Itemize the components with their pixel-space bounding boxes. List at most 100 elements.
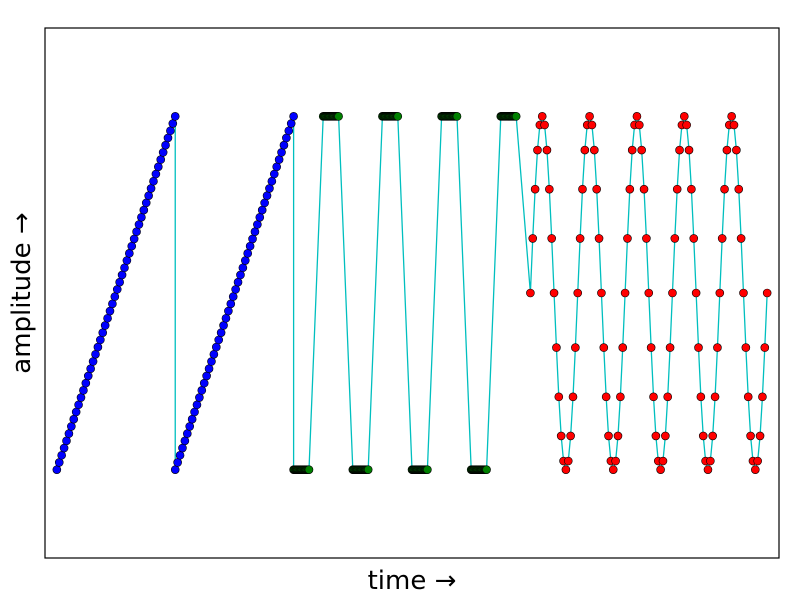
sawtooth-point [204, 364, 214, 374]
sawtooth-point [192, 400, 202, 410]
sawtooth-point [202, 371, 211, 381]
sawtooth-point [236, 270, 245, 280]
sine-point [736, 234, 746, 243]
sine-point [684, 145, 694, 155]
sine-point [720, 184, 729, 194]
sawtooth-point [127, 241, 137, 251]
sine-point [549, 288, 559, 298]
sine-point [717, 234, 727, 243]
sawtooth-point [81, 378, 91, 388]
sawtooth-point [86, 364, 95, 374]
sine-point [762, 288, 772, 298]
sawtooth-point [67, 422, 76, 431]
sine-point [533, 145, 542, 155]
sawtooth-point [262, 191, 272, 200]
sawtooth-point [105, 306, 115, 316]
sawtooth-point [277, 148, 286, 157]
sine-point [620, 288, 630, 298]
sawtooth-point [233, 277, 243, 287]
square-point [393, 112, 403, 121]
sine-point [554, 392, 564, 402]
sine-point [561, 465, 571, 474]
sawtooth-point [79, 386, 88, 395]
sine-point [552, 343, 561, 352]
sawtooth-point [132, 227, 141, 237]
sawtooth-point [282, 133, 291, 143]
sine-point [530, 184, 540, 194]
sine-point [592, 184, 601, 194]
sine-point [656, 465, 665, 474]
sine-point [618, 343, 628, 352]
sawtooth-point [212, 342, 221, 352]
sine-point [537, 112, 547, 121]
sine-point [632, 112, 642, 121]
sine-point [708, 431, 718, 441]
sawtooth-point [289, 112, 298, 121]
sine-point [679, 112, 689, 121]
sine-point [663, 392, 673, 402]
sine-point [698, 431, 708, 441]
sine-point [578, 184, 587, 194]
sine-point [599, 343, 609, 352]
sine-point [580, 145, 590, 155]
sine-point [639, 184, 649, 194]
sawtooth-point [187, 414, 197, 424]
sine-point [625, 184, 635, 194]
sine-point [741, 343, 751, 352]
sine-point [526, 288, 535, 298]
sawtooth-point [253, 220, 262, 229]
sine-point [729, 120, 739, 130]
sine-point [556, 431, 566, 441]
sawtooth-point [163, 133, 173, 143]
sine-point [623, 234, 632, 243]
square-point [363, 465, 373, 474]
square-point [334, 112, 343, 121]
sawtooth-point [221, 313, 231, 323]
sine-point [571, 343, 580, 352]
sine-point [739, 288, 748, 298]
sawtooth-point [83, 371, 93, 381]
sine-point [687, 184, 696, 194]
sawtooth-point [166, 126, 175, 136]
sawtooth-point [96, 335, 105, 345]
sine-point [568, 392, 578, 402]
sawtooth-point [269, 169, 279, 179]
sawtooth-point [52, 465, 62, 474]
sawtooth-point [272, 162, 282, 172]
sine-point [575, 234, 585, 243]
sawtooth-point [74, 400, 83, 410]
sine-point [753, 456, 762, 466]
sawtooth-point [146, 184, 156, 193]
sawtooth-point [170, 465, 180, 474]
plot-markers [52, 112, 772, 474]
sine-point [672, 184, 682, 194]
sawtooth-point [149, 176, 158, 186]
sawtooth-point [137, 212, 146, 222]
sawtooth-point [219, 321, 228, 330]
sawtooth-point [190, 407, 199, 417]
sine-point [616, 392, 625, 402]
sawtooth-point [286, 119, 296, 128]
sine-point [706, 456, 715, 466]
sine-point [547, 234, 557, 243]
sawtooth-point [240, 256, 250, 265]
sawtooth-point [168, 119, 178, 128]
sawtooth-point [151, 169, 161, 179]
sawtooth-point [248, 234, 257, 244]
sawtooth-point [134, 220, 144, 229]
square-point [304, 465, 314, 474]
sawtooth-point [199, 378, 209, 388]
sawtooth-point [245, 241, 255, 251]
sawtooth-point [180, 436, 190, 446]
sawtooth-point [195, 393, 204, 402]
x-axis-label: time → [368, 566, 457, 596]
sawtooth-point [216, 328, 226, 337]
sine-point [613, 431, 623, 441]
sawtooth-point [100, 321, 110, 330]
sawtooth-point [139, 205, 149, 215]
sine-point [528, 234, 538, 243]
sine-point [646, 343, 656, 352]
sine-point [608, 465, 618, 474]
sawtooth-point [226, 299, 236, 309]
sine-point [722, 145, 732, 155]
